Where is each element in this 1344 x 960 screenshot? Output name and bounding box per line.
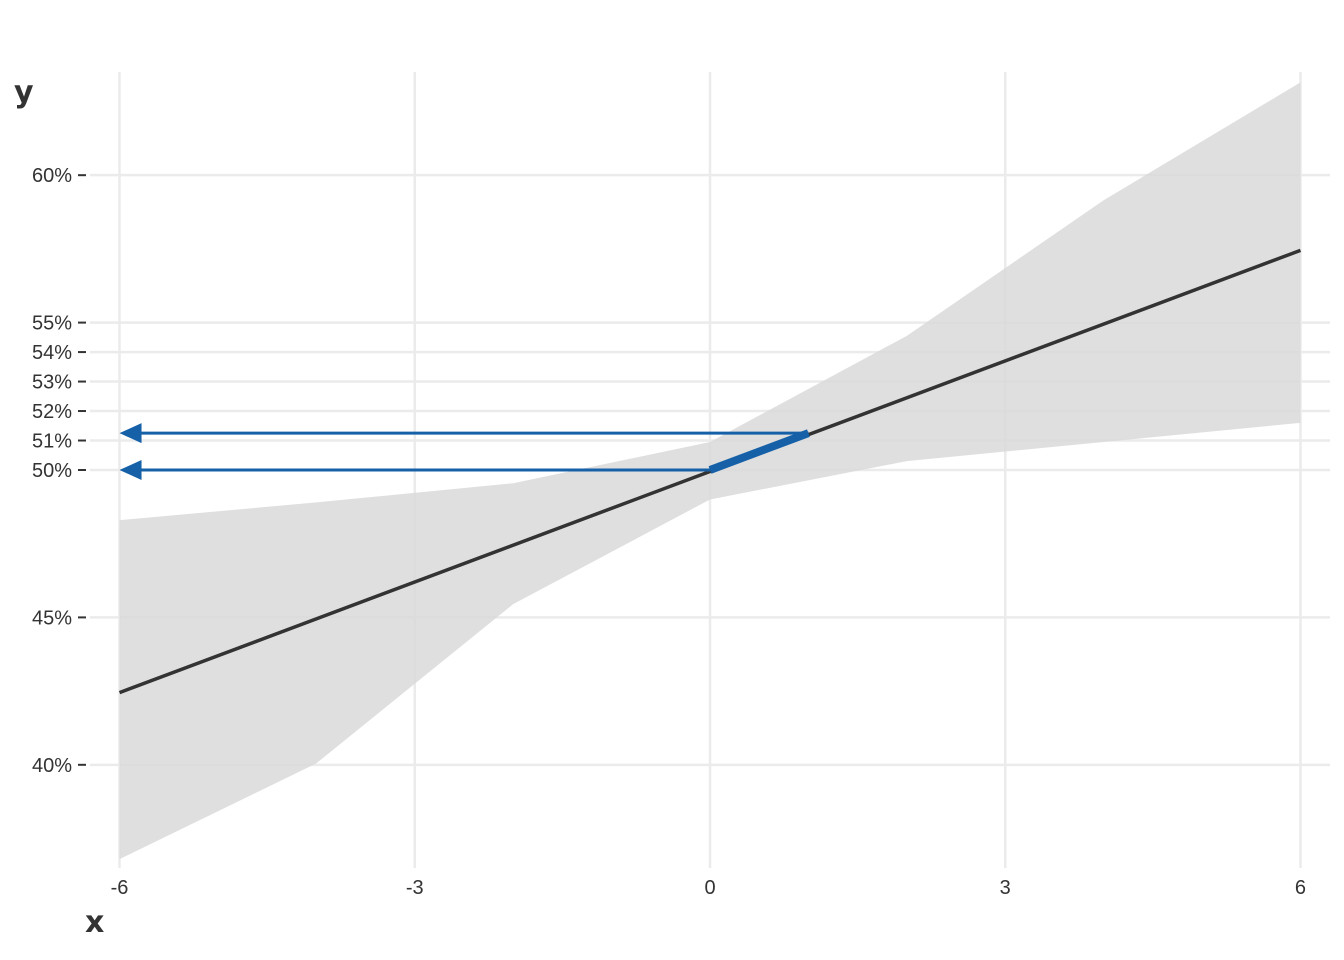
y-axis-title: y — [14, 75, 34, 110]
y-tick-label: 45% — [32, 607, 72, 629]
x-tick-label: -6 — [111, 877, 129, 899]
y-axis: 40% 45% 50% 51% 52% 53% 54% 55% 60% — [32, 165, 86, 777]
y-tick-label: 52% — [32, 401, 72, 423]
y-tick-label: 60% — [32, 165, 72, 187]
arrow-head — [119, 423, 142, 444]
x-tick-label: 3 — [1000, 877, 1011, 899]
y-tick-label: 50% — [32, 460, 72, 482]
x-tick-label: 6 — [1295, 877, 1306, 899]
x-axis: -6 -3 0 3 6 — [111, 877, 1306, 899]
annotation-arrows — [119, 423, 810, 480]
y-tick-label: 54% — [32, 342, 72, 364]
y-tick-label: 51% — [32, 431, 72, 453]
highlight-segment — [708, 429, 810, 474]
arrow-head — [119, 460, 142, 480]
x-tick-label: -3 — [406, 877, 424, 899]
y-tick-label: 53% — [32, 372, 72, 394]
x-axis-title: x — [85, 905, 104, 940]
x-tick-label: 0 — [704, 877, 715, 899]
y-tick-label: 40% — [32, 755, 72, 777]
y-tick-label: 55% — [32, 313, 72, 335]
